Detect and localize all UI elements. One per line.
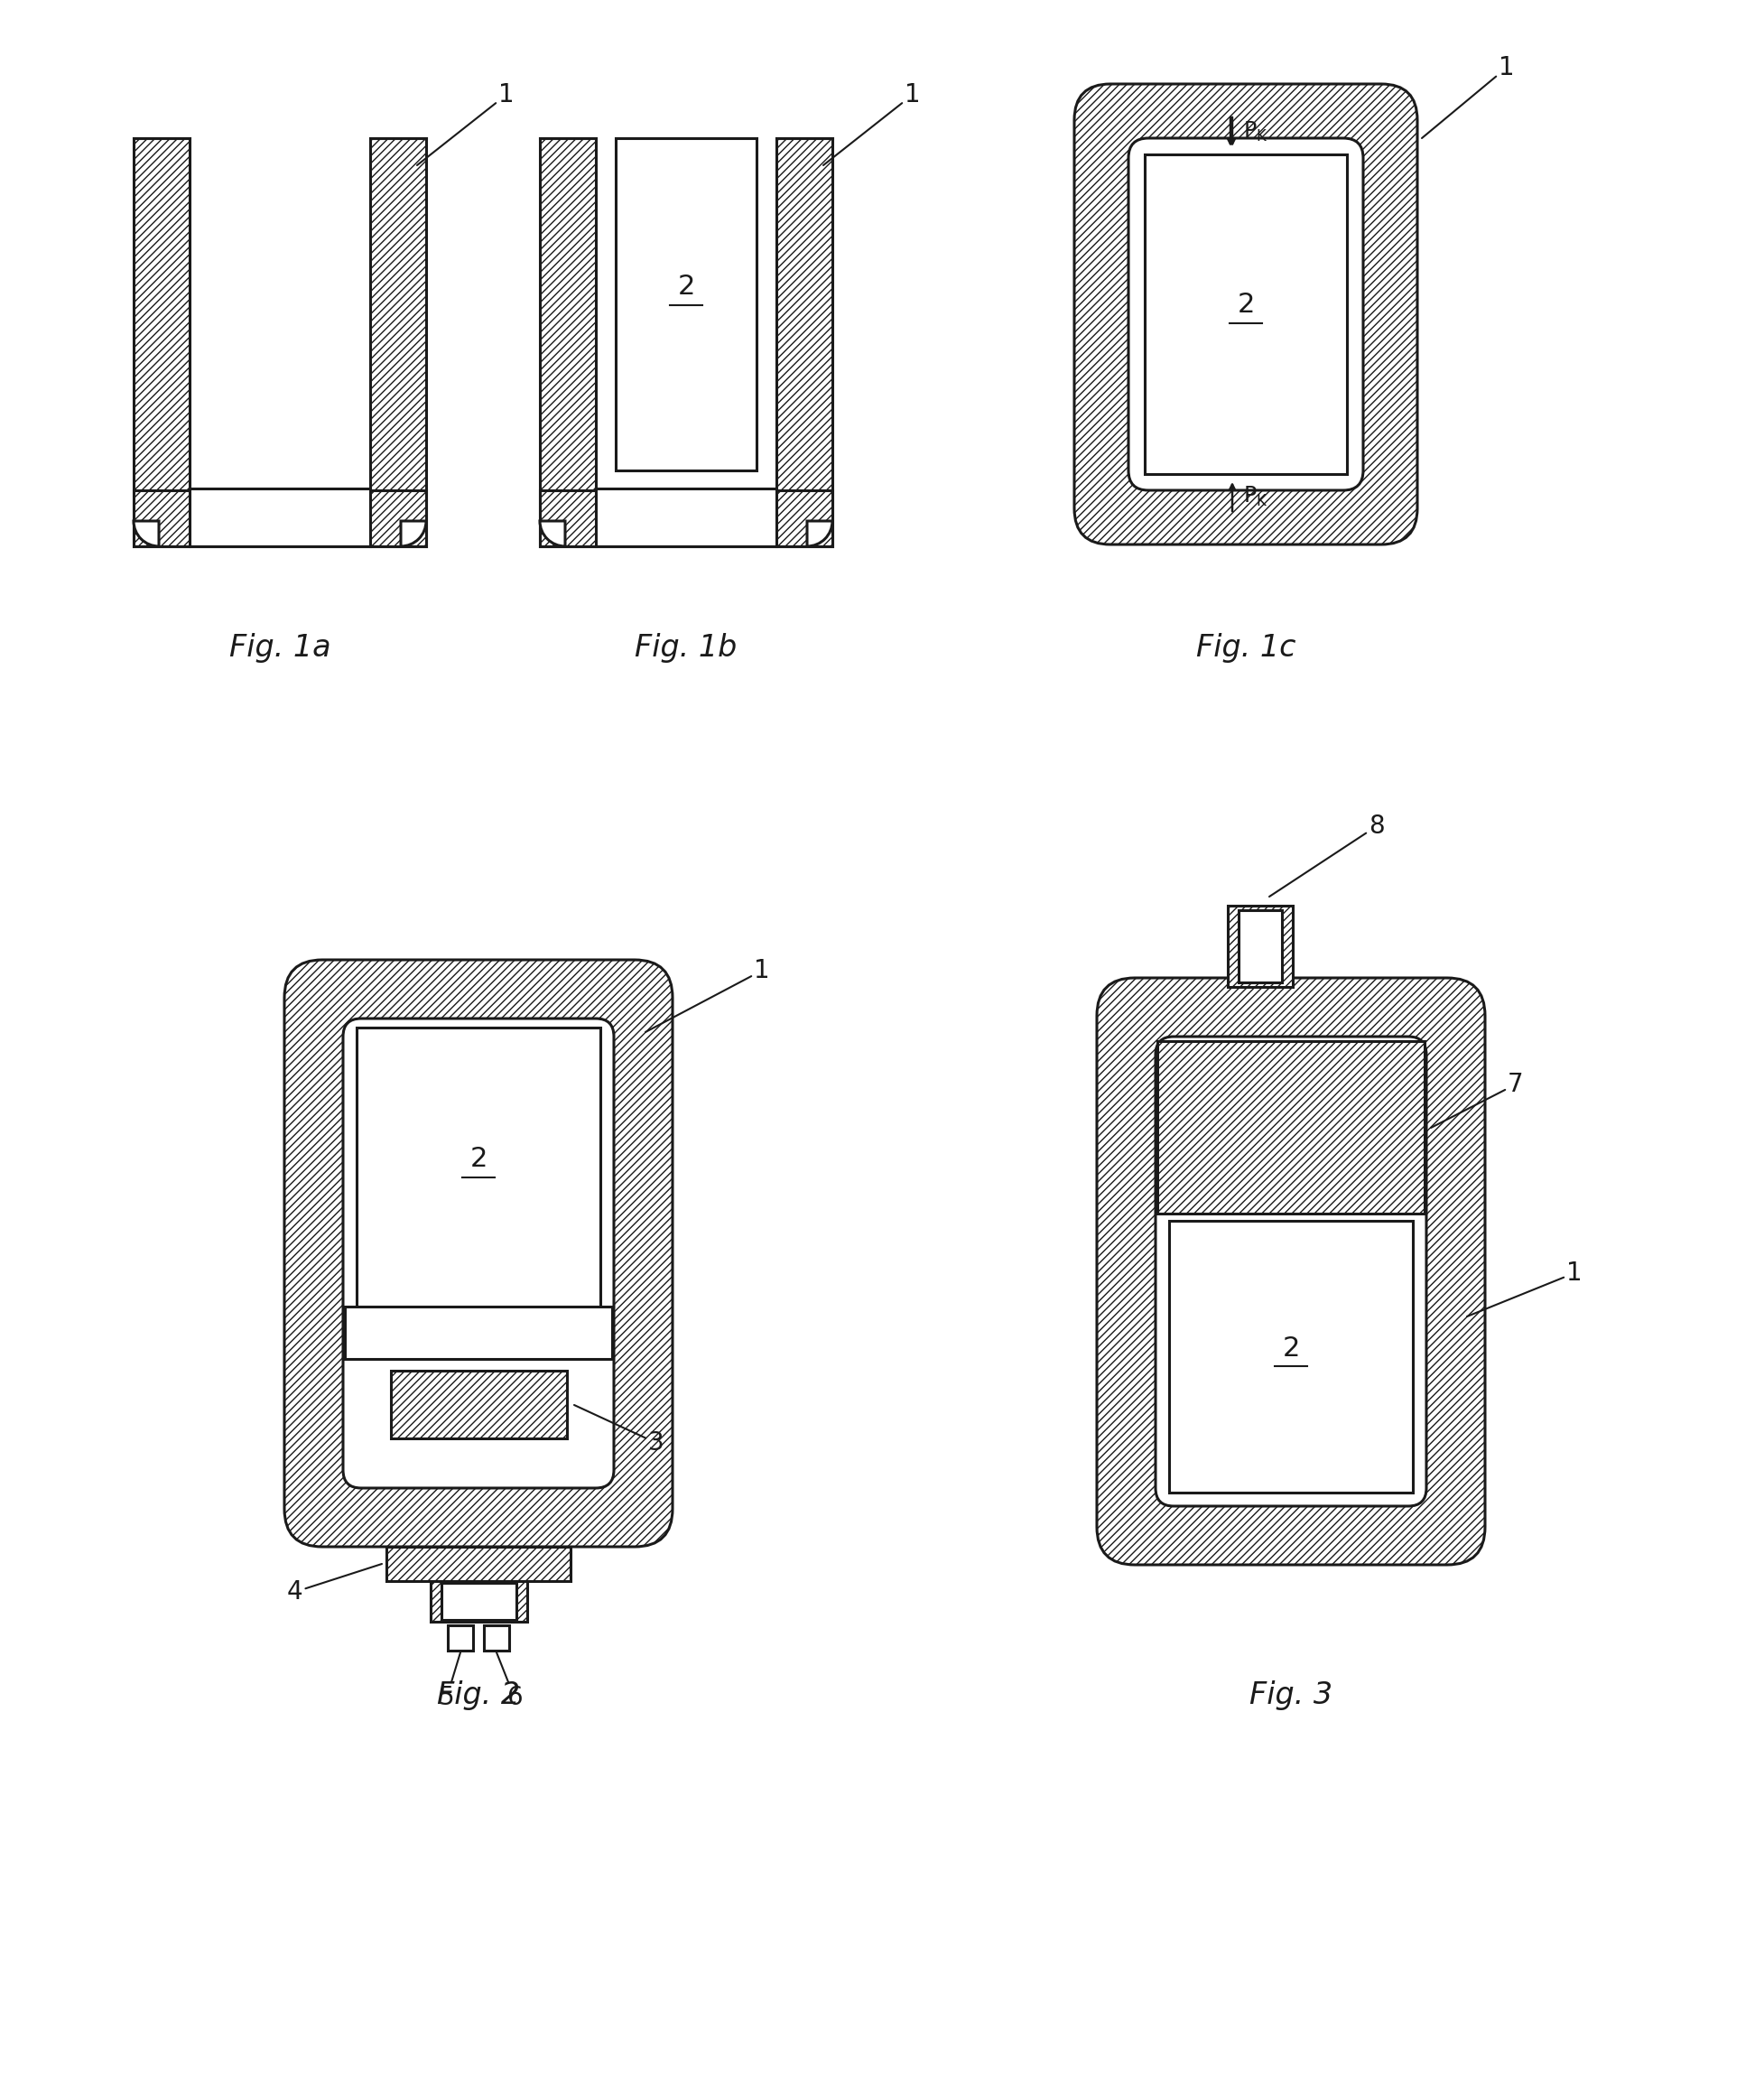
Text: 1: 1 <box>416 81 515 165</box>
Bar <box>189 488 370 546</box>
Bar <box>134 490 427 546</box>
Bar <box>1170 1221 1413 1492</box>
Bar <box>596 488 776 546</box>
Bar <box>540 490 833 546</box>
Wedge shape <box>808 521 833 546</box>
Bar <box>1228 907 1293 988</box>
Bar <box>430 1582 527 1621</box>
FancyBboxPatch shape <box>342 1019 614 1488</box>
Text: Fig. 1c: Fig. 1c <box>1196 634 1297 663</box>
Text: 3: 3 <box>573 1405 665 1455</box>
Text: 2: 2 <box>677 273 695 300</box>
Bar <box>134 138 189 546</box>
Text: Fig. 1b: Fig. 1b <box>635 634 737 663</box>
Text: $\mathregular{P_K}$: $\mathregular{P_K}$ <box>1244 121 1268 144</box>
Bar <box>392 1371 566 1438</box>
Wedge shape <box>540 521 564 546</box>
Text: Fig. 3: Fig. 3 <box>1249 1682 1332 1711</box>
Text: 2: 2 <box>1237 292 1254 319</box>
Text: 1: 1 <box>646 959 769 1032</box>
Bar <box>1145 154 1348 473</box>
FancyBboxPatch shape <box>1074 83 1416 544</box>
Wedge shape <box>134 521 159 546</box>
FancyBboxPatch shape <box>1129 138 1364 490</box>
Text: 6: 6 <box>496 1653 522 1711</box>
Text: 4: 4 <box>288 1563 381 1605</box>
Bar <box>448 1626 473 1651</box>
FancyBboxPatch shape <box>1097 977 1485 1565</box>
Bar <box>386 1546 570 1582</box>
Bar <box>1238 911 1282 982</box>
Text: 1: 1 <box>1468 1261 1582 1317</box>
Text: 2: 2 <box>469 1146 487 1173</box>
Bar <box>776 138 833 546</box>
Text: $\mathregular{P_K}$: $\mathregular{P_K}$ <box>1244 486 1268 508</box>
Bar <box>1157 1042 1425 1213</box>
Bar <box>616 138 757 471</box>
Text: Fig. 2: Fig. 2 <box>437 1682 520 1711</box>
FancyBboxPatch shape <box>284 961 672 1546</box>
Bar <box>441 1584 517 1619</box>
Bar <box>344 1307 612 1359</box>
Text: 2: 2 <box>1282 1336 1300 1361</box>
Bar <box>370 138 427 546</box>
Text: 1: 1 <box>824 81 921 165</box>
Bar <box>483 1626 510 1651</box>
Text: 8: 8 <box>1270 813 1385 896</box>
Text: 1: 1 <box>1422 54 1515 138</box>
Text: 5: 5 <box>439 1653 460 1711</box>
Text: Fig. 1a: Fig. 1a <box>229 634 330 663</box>
Bar <box>356 1027 600 1309</box>
Text: 7: 7 <box>1431 1071 1524 1127</box>
FancyBboxPatch shape <box>1155 1036 1427 1507</box>
Bar <box>540 138 596 546</box>
Wedge shape <box>400 521 427 546</box>
